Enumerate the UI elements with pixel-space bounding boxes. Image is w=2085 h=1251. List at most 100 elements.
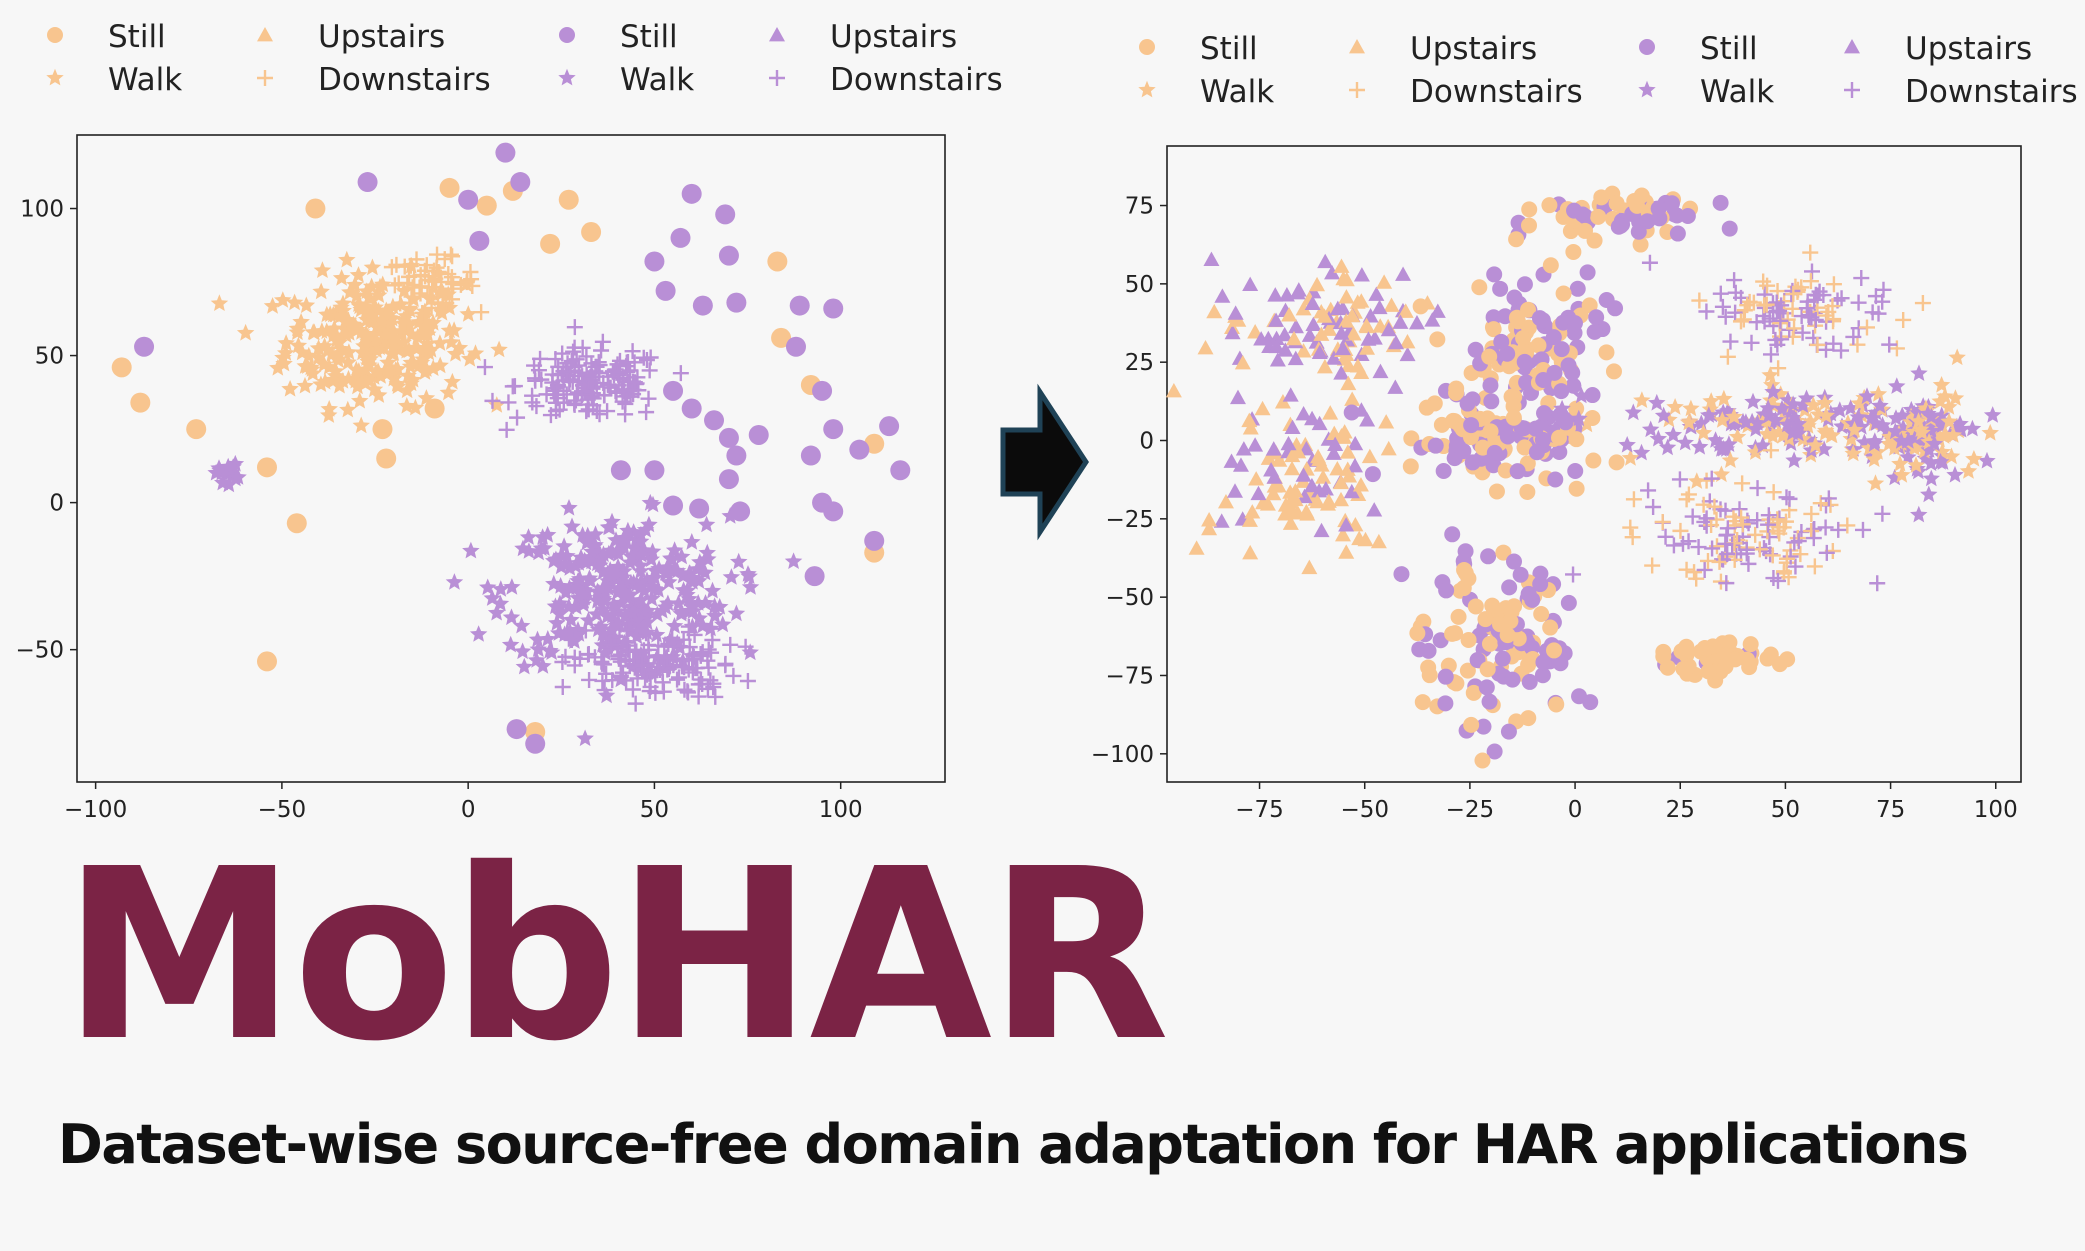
data-point <box>1481 693 1498 710</box>
legend-marker <box>769 70 785 86</box>
data-point <box>1632 236 1649 253</box>
data-point <box>1486 444 1503 461</box>
data-point <box>1713 411 1732 428</box>
data-point <box>338 250 356 268</box>
data-point <box>1565 377 1582 394</box>
legend-label: Still <box>1700 31 1758 67</box>
data-point <box>1494 650 1511 667</box>
data-point <box>1334 526 1351 542</box>
data-point <box>312 282 330 300</box>
data-point <box>1605 363 1622 380</box>
data-point <box>1520 301 1537 318</box>
data-point <box>1553 341 1570 358</box>
legend-marker <box>558 68 576 86</box>
data-point <box>207 463 225 481</box>
data-point <box>1608 195 1625 212</box>
data-point <box>1304 410 1321 426</box>
data-point <box>1679 207 1696 224</box>
data-point <box>545 574 563 592</box>
data-point <box>1493 333 1510 350</box>
data-point <box>1506 598 1523 615</box>
data-point <box>1607 300 1624 317</box>
data-point <box>1805 530 1822 547</box>
data-point <box>1353 267 1370 282</box>
data-point <box>614 664 631 681</box>
data-point <box>785 336 806 357</box>
data-point <box>1798 300 1815 317</box>
data-point <box>561 373 578 390</box>
data-point <box>672 602 691 620</box>
data-point <box>1698 510 1715 527</box>
data-point <box>1588 309 1605 326</box>
data-point <box>356 360 375 378</box>
data-point <box>1474 439 1491 456</box>
data-point <box>487 603 506 621</box>
data-point <box>1329 460 1346 476</box>
data-point <box>1244 504 1261 519</box>
data-point <box>1833 290 1850 307</box>
data-point <box>1560 357 1577 374</box>
data-point <box>1703 470 1720 487</box>
data-point <box>534 657 552 674</box>
y-tick-label: −50 <box>1105 585 1154 611</box>
data-point <box>598 607 616 624</box>
legend-label: Still <box>1200 31 1258 67</box>
data-point <box>1287 350 1304 366</box>
data-point <box>459 305 477 322</box>
data-point <box>581 671 598 688</box>
data-point <box>1320 493 1337 508</box>
data-point <box>1699 552 1716 569</box>
data-point <box>1267 287 1284 302</box>
data-point <box>1758 296 1775 313</box>
data-point <box>748 424 769 445</box>
data-point <box>297 296 316 314</box>
data-point <box>1815 287 1832 304</box>
data-point <box>519 528 538 545</box>
data-point <box>1287 318 1304 334</box>
data-point <box>612 667 629 684</box>
data-point <box>1850 294 1867 311</box>
data-point <box>1368 286 1385 301</box>
data-point <box>1579 264 1596 281</box>
data-point <box>649 581 668 598</box>
data-point <box>321 305 339 323</box>
data-point <box>726 292 747 313</box>
data-point <box>1188 540 1205 555</box>
data-point <box>325 319 344 337</box>
data-point <box>591 406 608 423</box>
data-point <box>1521 217 1538 234</box>
legend-marker <box>1349 39 1365 54</box>
data-point <box>619 521 637 539</box>
data-point <box>690 676 707 693</box>
data-point <box>263 297 282 314</box>
data-point <box>555 537 573 554</box>
data-point <box>421 319 439 337</box>
data-point <box>562 610 580 628</box>
data-point <box>1888 340 1905 357</box>
legend-label: Downstairs <box>1410 74 1583 110</box>
data-point <box>1792 546 1809 563</box>
data-point <box>1349 294 1366 309</box>
data-point <box>398 397 416 414</box>
data-point <box>1392 314 1409 329</box>
data-point <box>1456 561 1473 578</box>
data-point <box>313 261 332 278</box>
data-point <box>1914 295 1931 312</box>
data-point <box>1437 695 1454 712</box>
data-point <box>1641 254 1658 271</box>
data-point <box>510 172 531 193</box>
legend-marker <box>257 70 273 86</box>
data-point <box>617 395 634 412</box>
data-point <box>1555 285 1572 302</box>
y-tick-label: −50 <box>15 638 64 664</box>
data-point <box>408 251 425 268</box>
data-point <box>1706 431 1725 448</box>
data-point <box>1933 442 1951 460</box>
data-point <box>1728 427 1747 445</box>
data-point <box>1548 696 1565 713</box>
data-point <box>1232 457 1249 472</box>
data-point <box>1946 389 1965 406</box>
data-point <box>614 393 631 410</box>
data-point <box>1469 652 1486 669</box>
data-point <box>1742 636 1759 653</box>
